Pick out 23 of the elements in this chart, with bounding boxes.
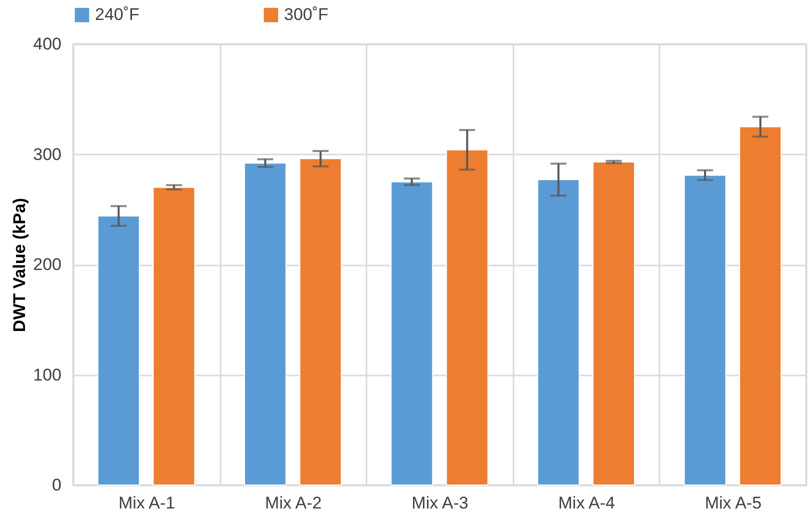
- y-tick-label: 100: [33, 365, 62, 384]
- x-tick-label: Mix A-2: [265, 494, 322, 512]
- legend-label: 300˚F: [284, 5, 328, 24]
- bar: [244, 162, 286, 486]
- bar: [299, 158, 342, 486]
- bar: [152, 186, 196, 486]
- bar: [97, 215, 140, 486]
- y-tick-label: 200: [33, 255, 62, 274]
- y-axis-title: DWT Value (kPa): [10, 198, 30, 332]
- bar: [739, 126, 782, 486]
- bar: [446, 149, 488, 486]
- bar: [592, 161, 636, 486]
- x-tick-label: Mix A-4: [558, 494, 615, 512]
- legend-label: 240˚F: [95, 5, 140, 24]
- y-tick-label: 400: [33, 34, 62, 54]
- bar: [537, 179, 580, 486]
- y-tick-label: 300: [33, 144, 62, 164]
- bar: [684, 174, 726, 486]
- x-tick-label: Mix A-3: [412, 494, 468, 512]
- x-tick-label: Mix A-5: [704, 494, 762, 512]
- x-tick-label: Mix A-1: [118, 494, 176, 512]
- y-tick-label: 0: [52, 476, 62, 494]
- bar: [390, 181, 434, 486]
